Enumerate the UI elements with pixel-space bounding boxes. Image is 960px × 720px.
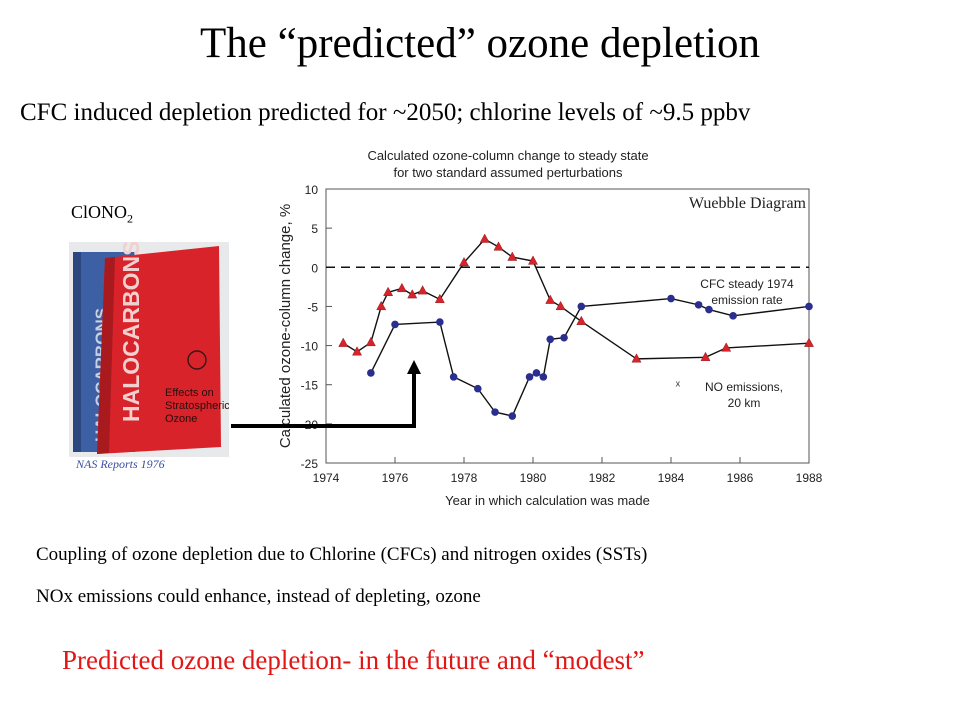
- x-tick-label: 1986: [727, 471, 754, 485]
- y-axis-label: Calculated ozone-column change, %: [277, 204, 294, 448]
- y-tick-label: 5: [311, 222, 318, 236]
- x-tick-label: 1984: [658, 471, 685, 485]
- data-point-circle: [705, 305, 713, 314]
- data-point-triangle: [721, 342, 732, 352]
- data-point-circle: [532, 369, 541, 377]
- data-point-triangle: [555, 300, 566, 311]
- bullet-nox: NOx emissions could enhance, instead of …: [36, 586, 481, 607]
- data-point-circle: [560, 333, 568, 342]
- bullet-coupling: Coupling of ozone depletion due to Chlor…: [36, 544, 648, 565]
- plot-frame: [325, 188, 810, 464]
- data-point-circle: [694, 301, 703, 309]
- data-point-triangle: [407, 289, 418, 299]
- data-point-circle: [525, 373, 534, 381]
- data-point-triangle: [365, 336, 376, 347]
- y-tick-label: 10: [305, 183, 319, 197]
- molecule-label: ClONO2: [71, 202, 133, 227]
- data-point-circle: [449, 373, 458, 381]
- data-point-triangle: [576, 315, 587, 325]
- data-point-triangle: [479, 233, 490, 243]
- y-tick-label: -5: [307, 300, 318, 314]
- data-point-triangle: [338, 337, 349, 347]
- data-point-circle: [436, 318, 444, 326]
- x-tick-label: 1976: [382, 471, 409, 485]
- annotation-mark: x: [676, 378, 681, 388]
- data-point-circle: [577, 302, 586, 311]
- ozone-change-chart: Calculated ozone-column change to steady…: [277, 148, 823, 508]
- data-point-circle: [491, 408, 499, 416]
- y-tick-label: -15: [301, 379, 319, 393]
- y-tick-label: 0: [311, 261, 318, 275]
- slide-subtitle: CFC induced depletion predicted for ~205…: [20, 99, 751, 126]
- watermark-label: Wuebble Diagram: [689, 195, 807, 212]
- data-point-triangle: [376, 300, 387, 311]
- series-label: 20 km: [728, 396, 761, 410]
- data-point-circle: [391, 320, 399, 329]
- x-tick-label: 1978: [451, 471, 478, 485]
- x-tick-label: 1988: [796, 471, 823, 485]
- data-point-circle: [508, 412, 517, 420]
- data-point-triangle: [352, 346, 362, 356]
- series-label: emission rate: [711, 293, 783, 307]
- data-point-triangle: [417, 285, 428, 295]
- data-point-triangle: [545, 294, 556, 304]
- book-caption: NAS Reports 1976: [76, 457, 165, 471]
- x-tick-label: 1974: [313, 471, 340, 485]
- nas-reports-book-photo: HALOCARBONS HALOCARBONS Effects onStrato…: [69, 242, 229, 457]
- y-tick-label: -20: [301, 418, 319, 432]
- data-point-circle: [667, 294, 675, 303]
- molecule-label-subscript: 2: [127, 211, 134, 226]
- book-subtitle-line: Effects on: [165, 387, 214, 399]
- book-subtitle-line: Ozone: [165, 413, 197, 425]
- data-point-triangle: [528, 255, 538, 265]
- book-subtitle-line: Stratospheric: [165, 400, 229, 412]
- molecule-label-text: ClONO: [71, 202, 128, 222]
- nas-seal-icon: [187, 350, 207, 370]
- x-axis-label: Year in which calculation was made: [445, 493, 650, 508]
- data-point-triangle: [507, 251, 518, 261]
- data-point-circle: [805, 302, 813, 311]
- data-point-triangle: [459, 257, 469, 267]
- x-tick-label: 1982: [589, 471, 616, 485]
- data-point-circle: [546, 335, 555, 344]
- slide-title: The “predicted” ozone depletion: [200, 20, 760, 67]
- front-book-title: HALOCARBONS: [118, 242, 144, 422]
- data-point-triangle: [396, 282, 407, 293]
- data-point-circle: [474, 384, 482, 393]
- conclusion-text: Predicted ozone depletion- in the future…: [62, 645, 645, 675]
- data-point-triangle: [383, 286, 394, 296]
- data-point-triangle: [804, 337, 814, 347]
- front-book-cover: [97, 246, 221, 454]
- series-label: CFC steady 1974: [700, 277, 794, 291]
- data-point-circle: [729, 312, 737, 320]
- chart-title: Calculated ozone-column change to steady…: [367, 148, 648, 163]
- data-point-triangle: [434, 293, 445, 303]
- data-point-triangle: [700, 351, 711, 361]
- front-book-subtitle: Effects on Stratospheric Ozone: [165, 387, 229, 425]
- x-tick-label: 1980: [520, 471, 547, 485]
- y-tick-label: -25: [301, 457, 319, 471]
- data-point-triangle: [493, 241, 504, 251]
- data-point-circle: [539, 373, 548, 381]
- chart-subtitle: for two standard assumed perturbations: [393, 165, 623, 180]
- series-label: NO emissions,: [705, 380, 783, 394]
- data-point-triangle: [631, 353, 642, 363]
- data-point-circle: [367, 369, 375, 377]
- y-tick-label: -10: [301, 340, 319, 354]
